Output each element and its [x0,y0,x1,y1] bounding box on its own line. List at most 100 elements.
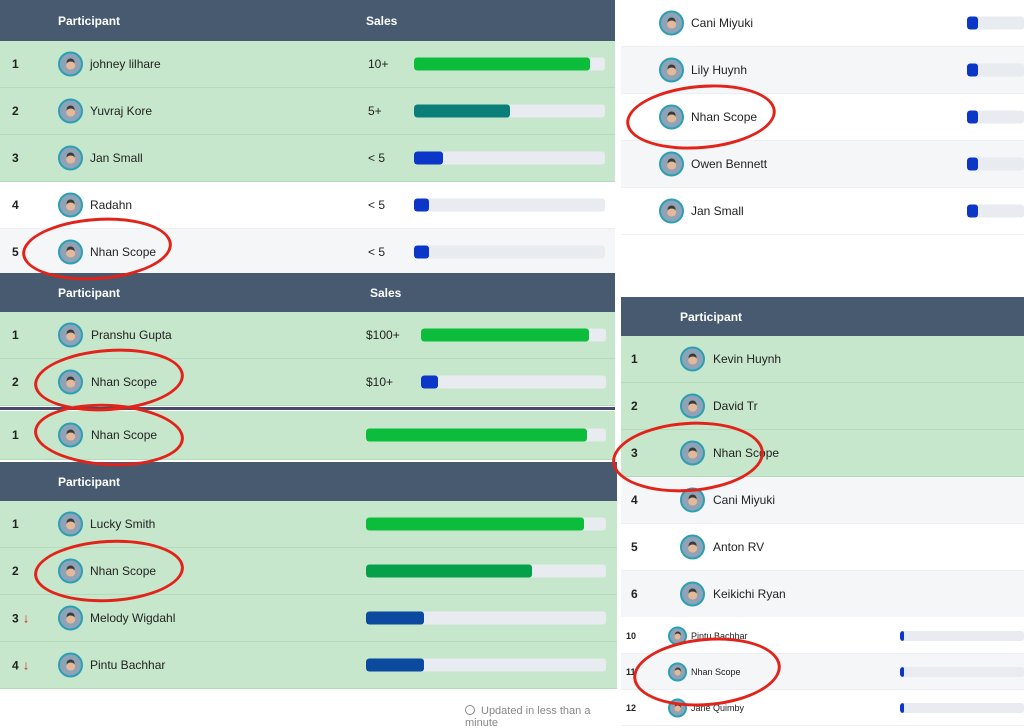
participant-name: David Tr [713,399,758,413]
sales-column-header: Sales [370,285,402,300]
leaderboard-row[interactable]: 5 Nhan Scope < 5 [0,229,615,273]
leaderboard-row[interactable]: 3 ↓ Melody Wigdahl [0,595,617,642]
leaderboard-row[interactable]: 3 Nhan Scope [621,430,1024,477]
progress-fill [414,57,590,71]
avatar-icon [58,558,83,584]
participant-name: Nhan Scope [691,666,741,677]
sales-value: < 5 [368,198,386,212]
participant-name: Nhan Scope [91,428,158,442]
avatar-icon [659,10,684,36]
update-status: Updated in less than a minute [465,705,617,728]
participant-name: Kevin Huynh [713,352,782,366]
rank-number: 2 [631,399,638,413]
progress-track [414,151,605,165]
rank-number: 3 [631,446,638,460]
leaderboard-row[interactable]: 1 Lucky Smith [0,501,617,548]
leaderboard-row[interactable]: 1 Nhan Scope [0,411,615,460]
rank-number: 2 [12,375,19,389]
leaderboard-header: Participant Sales [0,273,615,312]
rank-number: 1 [12,428,19,442]
progress-fill [366,564,532,578]
clock-icon [465,705,475,715]
rank-value: 4 [12,658,19,673]
participant-name: Cani Miyuki [713,493,776,507]
progress-track [414,198,605,212]
avatar-icon [58,605,83,631]
leaderboard-row[interactable]: 11 Nhan Scope [621,654,1024,690]
participant-name: Yuvraj Kore [90,104,153,118]
leaderboard-row[interactable]: 4 ↓ Pintu Bachhar [0,642,617,689]
leaderboard-row[interactable]: 4 Radahn < 5 [0,182,615,229]
rank-value: 12 [626,702,637,713]
leaderboard-row[interactable]: Owen Bennett [621,141,1024,188]
progress-track [414,57,605,71]
rank-number: 6 [631,587,638,601]
rank-number: 3 ↓ [12,611,29,626]
rank-value: 1 [12,517,19,531]
participant-name: Pintu Bachhar [90,658,166,672]
progress-fill [900,630,904,641]
rank-number: 2 [12,564,19,578]
participant-name: Radahn [90,198,133,212]
progress-track [967,204,1024,218]
sales-value: 5+ [368,104,382,118]
avatar-icon [680,534,705,560]
rank-value: 2 [12,104,19,118]
progress-track [414,104,605,118]
avatar-icon [58,192,83,218]
leaderboard-row[interactable]: Cani Miyuki [621,0,1024,47]
leaderboard-row[interactable]: 5 Anton RV [621,524,1024,571]
leaderboard-row[interactable]: 2 Nhan Scope $10+ [0,359,615,406]
leaderboard-row[interactable]: 1 johney lilhare 10+ [0,41,615,88]
avatar-icon [58,145,83,171]
rank-value: 1 [631,352,638,366]
sales-value: $100+ [366,328,400,342]
rank-number: 5 [12,245,19,259]
rank-value: 5 [12,245,19,259]
participant-name: Nhan Scope [91,375,158,389]
leaderboard-row[interactable]: 2 David Tr [621,383,1024,430]
progress-fill [366,658,424,672]
progress-fill [900,702,904,713]
leaderboard-row[interactable]: Lily Huynh [621,47,1024,94]
rank-value: 4 [631,493,638,507]
leaderboard-row[interactable]: 1 Pranshu Gupta $100+ [0,312,615,359]
trend-down-icon: ↓ [22,610,30,626]
rank-number: 4 [12,198,19,212]
progress-fill [421,328,590,342]
progress-track [900,630,1024,641]
progress-fill [967,157,979,171]
leaderboard-row[interactable]: 10 Pintu Bachhar [621,618,1024,654]
rank-number: 2 [12,104,19,118]
leaderboard-g: 10 Pintu Bachhar 11 Nhan Scope 12 Jane Quimby [621,618,1024,728]
participant-name: Nhan Scope [90,564,157,578]
rank-value: 3 [12,151,19,165]
rank-value: 2 [12,375,19,389]
avatar-icon [680,487,705,513]
leaderboard-row[interactable]: 4 Cani Miyuki [621,477,1024,524]
leaderboard-row[interactable]: 12 Jane Quimby [621,690,1024,726]
leaderboard-row[interactable]: Jan Small [621,188,1024,235]
participant-name: johney lilhare [90,57,161,71]
leaderboard-row[interactable]: Nhan Scope [621,94,1024,141]
participant-name: Cani Miyuki [691,16,754,30]
rank-number: 11 [626,667,636,677]
progress-fill [421,375,438,389]
participant-name: Jan Small [691,204,744,218]
progress-track [967,63,1024,77]
leaderboard-row[interactable]: 3 Jan Small < 5 [0,135,615,182]
leaderboard-row[interactable]: 6 Keikichi Ryan [621,571,1024,617]
participant-name: Anton RV [713,540,765,554]
participant-column-header: Participant [58,474,121,489]
progress-track [967,157,1024,171]
leaderboard-row[interactable]: 2 Nhan Scope [0,548,617,595]
rank-number: 1 [12,517,19,531]
avatar-icon [668,626,687,645]
leaderboard-row[interactable]: 1 Kevin Huynh [621,336,1024,383]
progress-track [366,517,606,531]
participant-name: Nhan Scope [691,110,758,124]
avatar-icon [58,422,83,448]
progress-fill [366,517,585,531]
leaderboard-row[interactable]: 2 Yuvraj Kore 5+ [0,88,615,135]
rank-value: 11 [626,666,636,677]
